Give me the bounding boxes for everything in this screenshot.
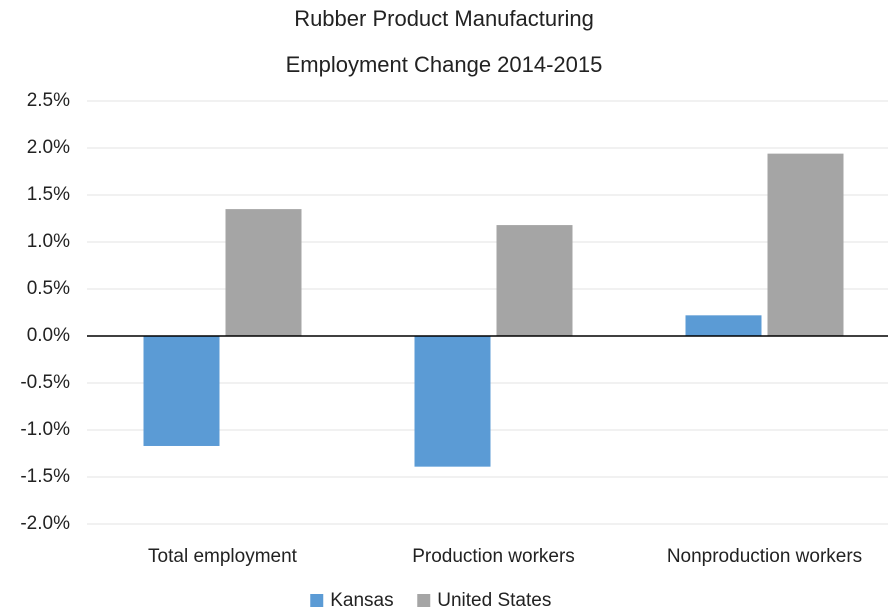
- y-tick-label: 1.0%: [27, 231, 70, 252]
- y-tick-label: -1.5%: [20, 466, 70, 487]
- bar: [143, 336, 220, 446]
- legend-label: United States: [437, 590, 551, 611]
- bar: [685, 315, 762, 336]
- y-tick-label: 2.0%: [27, 137, 70, 158]
- bar: [496, 225, 573, 336]
- legend-swatch: [417, 594, 431, 607]
- legend-swatch: [310, 594, 324, 607]
- y-tick-label: 2.5%: [27, 90, 70, 111]
- y-tick-label: 1.5%: [27, 184, 70, 205]
- bar: [767, 153, 844, 336]
- x-tick-label: Production workers: [412, 546, 575, 567]
- y-tick-label: -2.0%: [20, 513, 70, 534]
- chart-title: Employment Change 2014-2015: [286, 52, 603, 77]
- x-tick-label: Nonproduction workers: [667, 546, 862, 567]
- y-tick-label: -0.5%: [20, 372, 70, 393]
- x-tick-label: Total employment: [148, 546, 298, 567]
- legend-label: Kansas: [330, 590, 393, 611]
- y-tick-label: -1.0%: [20, 419, 70, 440]
- y-tick-label: 0.0%: [27, 325, 70, 346]
- chart-title: Rubber Product Manufacturing: [294, 6, 594, 31]
- bar: [225, 209, 302, 336]
- bar: [414, 336, 491, 467]
- y-tick-label: 0.5%: [27, 278, 70, 299]
